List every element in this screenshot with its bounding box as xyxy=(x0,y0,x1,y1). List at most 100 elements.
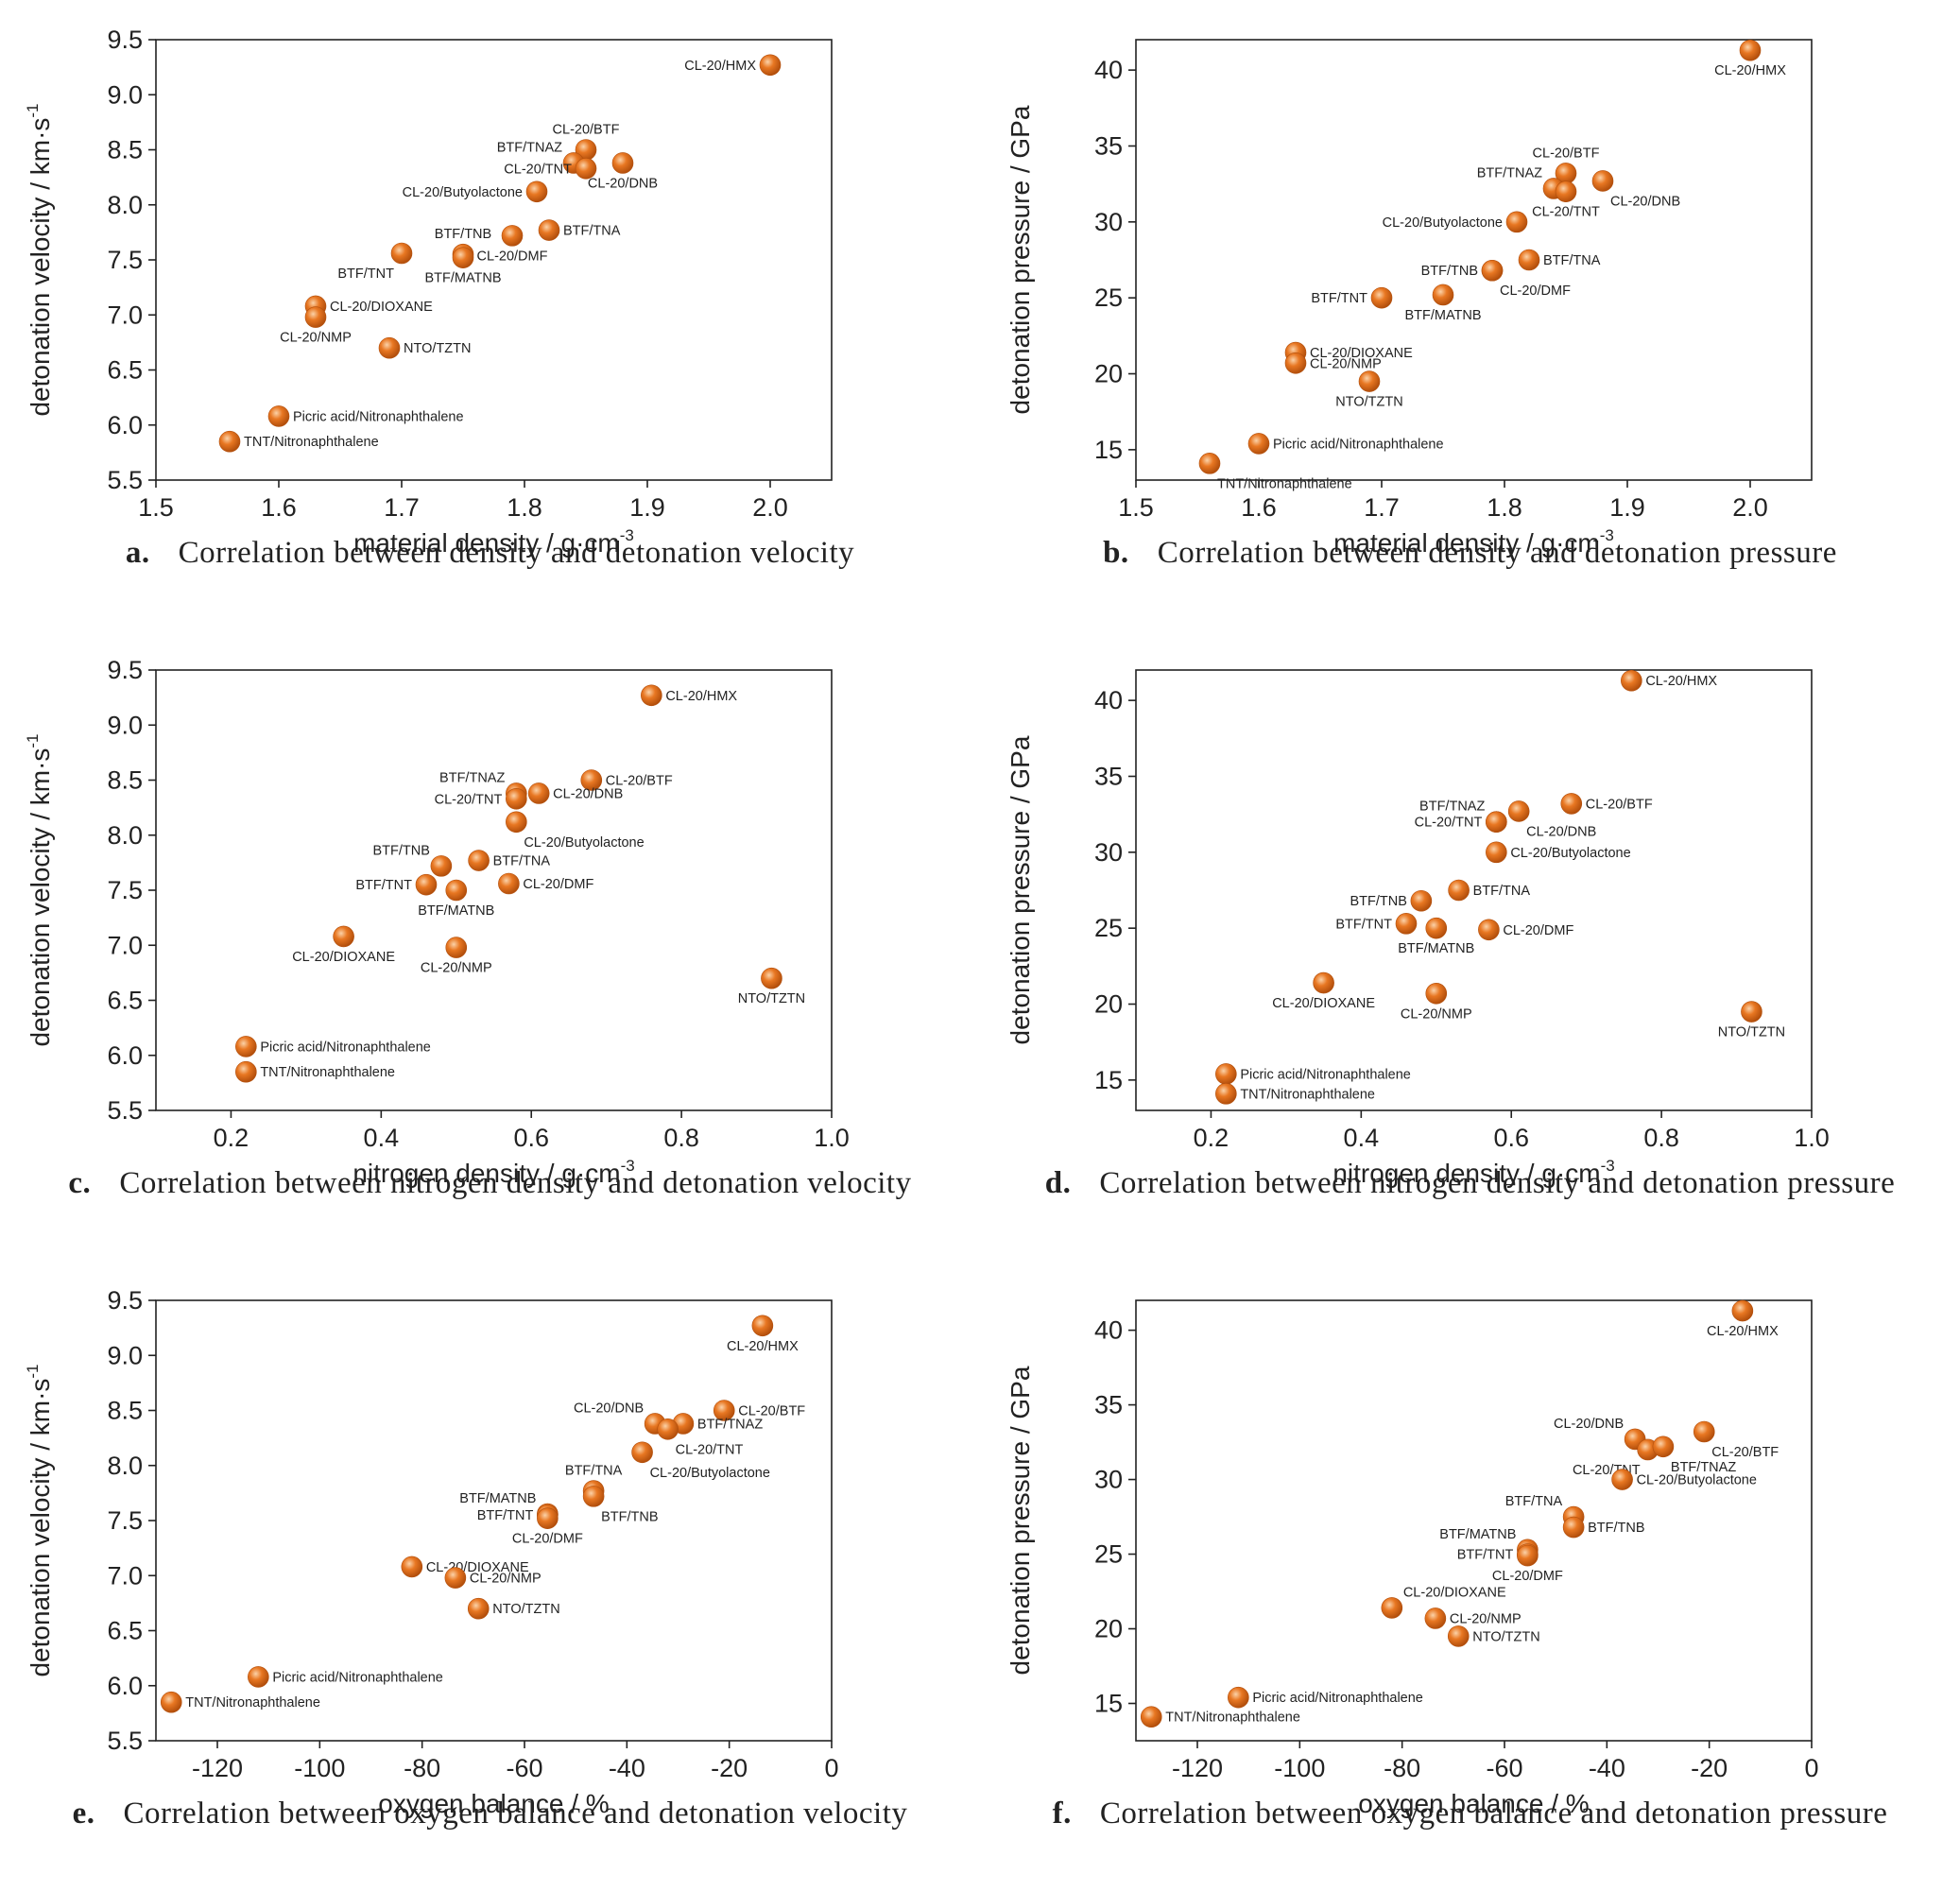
point-label: CL-20/DIOXANE xyxy=(1272,996,1375,1011)
x-tick-label: -80 xyxy=(404,1754,440,1782)
y-tick-label: 9.0 xyxy=(107,1341,143,1369)
data-point xyxy=(580,769,603,791)
y-tick-label: 8.5 xyxy=(107,136,143,164)
caption-text: Correlation between density and detonati… xyxy=(1157,536,1837,570)
panel-d: 0.2 0.4 0.6 0.8 1.0 15 20 25 30 35 40 nitrogen dens… xyxy=(980,630,1960,1261)
data-point xyxy=(333,925,354,948)
point-label: TNT/Nitronaphthalene xyxy=(185,1695,320,1710)
point-label: NTO/TZTN xyxy=(1335,395,1402,410)
x-tick-label: -20 xyxy=(1691,1754,1728,1782)
point-label: CL-20/DMF xyxy=(512,1532,583,1547)
x-tick-label: 0 xyxy=(824,1754,838,1782)
x-tick-label: 1.7 xyxy=(384,493,420,522)
caption-letter: e. xyxy=(72,1796,95,1831)
point-label: BTF/TNT xyxy=(1335,917,1392,932)
data-point xyxy=(1731,1299,1754,1322)
data-point xyxy=(582,1486,605,1507)
point-label: BTF/TNT xyxy=(477,1508,534,1523)
x-tick-label: 0.8 xyxy=(663,1124,699,1152)
x-tick-label: 1.9 xyxy=(629,493,665,522)
data-point xyxy=(1448,879,1470,902)
data-point xyxy=(1247,433,1270,455)
x-tick-label: 0.6 xyxy=(1493,1124,1529,1152)
panel-e: -120 -100 -80 -60 -40 -20 0 5.5 6.0 6.5 7.0 7.5 8.0 8… xyxy=(0,1261,980,1891)
point-label: CL-20/HMX xyxy=(665,689,737,704)
x-axis-title: material density / g·cm-3 xyxy=(353,526,634,558)
point-label: CL-20/DNB xyxy=(553,786,623,801)
point-label: TNT/Nitronaphthalene xyxy=(1240,1087,1375,1102)
y-tick-label: 5.5 xyxy=(107,466,143,494)
data-point xyxy=(1481,259,1504,282)
data-point xyxy=(1140,1706,1162,1728)
point-label: CL-20/DNB xyxy=(588,176,658,191)
point-label: TNT/Nitronaphthalene xyxy=(1165,1710,1300,1726)
data-point xyxy=(304,306,327,328)
point-label: CL-20/TNT xyxy=(1532,205,1600,220)
data-point xyxy=(1313,971,1334,994)
point-label: CL-20/NMP xyxy=(280,331,352,346)
y-tick-label: 25 xyxy=(1094,284,1123,312)
y-tick-label: 7.5 xyxy=(107,876,143,904)
point-label: BTF/MATNB xyxy=(1439,1527,1516,1542)
y-tick-label: 7.0 xyxy=(107,1561,143,1590)
point-label: Picric acid/Nitronaphthalene xyxy=(272,1670,443,1685)
point-label: BTF/TNA xyxy=(1473,884,1531,899)
point-label: BTF/TNT xyxy=(1311,291,1367,306)
plot-frame xyxy=(1135,1299,1813,1742)
data-point xyxy=(1486,811,1507,833)
chart-f: -120 -100 -80 -60 -40 -20 0 15 20 25 30 35 40 oxygen … xyxy=(1006,1299,1819,1818)
point-label: CL-20/DMF xyxy=(1492,1569,1563,1584)
point-label: CL-20/DIOXANE xyxy=(330,300,433,315)
data-point xyxy=(1447,1625,1470,1647)
data-point xyxy=(1693,1420,1715,1443)
data-point xyxy=(1517,1544,1539,1567)
y-tick-label: 25 xyxy=(1094,1540,1123,1569)
caption-letter: f. xyxy=(1052,1796,1072,1831)
point-label: BTF/TNB xyxy=(435,227,491,242)
data-point xyxy=(378,336,401,359)
data-point xyxy=(1410,889,1433,912)
x-tick-label: 0.6 xyxy=(513,1124,549,1152)
data-point xyxy=(1370,286,1393,309)
point-label: BTF/TNB xyxy=(1588,1521,1644,1536)
panel-c: 0.2 0.4 0.6 0.8 1.0 5.5 6.0 6.5 7.0 7.5 8.0 8.5 9.0 9… xyxy=(0,630,980,1261)
caption-a: a. Correlation between density and detona… xyxy=(0,527,980,579)
x-tick-label: -80 xyxy=(1384,1754,1420,1782)
point-label: BTF/TNA xyxy=(493,854,551,869)
y-tick-label: 30 xyxy=(1094,838,1123,867)
plot-frame xyxy=(1135,39,1813,481)
plot-frame xyxy=(155,669,833,1111)
point-label: CL-20/Butyolactone xyxy=(1637,1473,1757,1488)
x-tick-label: -60 xyxy=(506,1754,542,1782)
data-point xyxy=(1591,170,1614,192)
point-label: BTF/TNA xyxy=(1543,253,1601,268)
data-point xyxy=(1652,1435,1675,1458)
x-tick-label: 0.4 xyxy=(1344,1124,1380,1152)
point-label: BTF/MATNB xyxy=(459,1491,536,1506)
point-label: CL-20/DMF xyxy=(1503,923,1573,938)
point-label: CL-20/HMX xyxy=(1714,63,1786,78)
point-label: BTF/TNAZ xyxy=(1671,1460,1736,1475)
y-tick-label: 35 xyxy=(1094,131,1123,160)
point-label: BTF/TNAZ xyxy=(439,770,505,785)
x-axis-title: nitrogen density / g·cm-3 xyxy=(1332,1157,1614,1188)
data-point xyxy=(1507,800,1530,822)
data-point xyxy=(452,247,474,268)
y-axis-title: detonation velocity / km·s-1 xyxy=(24,1364,55,1676)
y-tick-label: 25 xyxy=(1094,914,1123,942)
data-point xyxy=(1478,919,1500,941)
x-axis-title: nitrogen density / g·cm-3 xyxy=(352,1157,634,1188)
data-point xyxy=(467,1597,490,1620)
y-tick-label: 35 xyxy=(1094,1391,1123,1419)
data-point xyxy=(525,181,548,203)
data-point xyxy=(445,937,468,958)
x-tick-label: -20 xyxy=(711,1754,748,1782)
data-point xyxy=(401,1556,423,1578)
point-label: BTF/TNAZ xyxy=(697,1417,763,1432)
caption-text: Correlation between oxygen balance and d… xyxy=(1099,1796,1888,1831)
y-axis-title: detonation velocity / km·s-1 xyxy=(24,103,55,416)
point-label: BTF/TNT xyxy=(337,266,394,282)
point-label: CL-20/DIOXANE xyxy=(1310,346,1413,361)
y-tick-label: 8.0 xyxy=(107,191,143,219)
point-label: CL-20/DNB xyxy=(1610,194,1680,209)
